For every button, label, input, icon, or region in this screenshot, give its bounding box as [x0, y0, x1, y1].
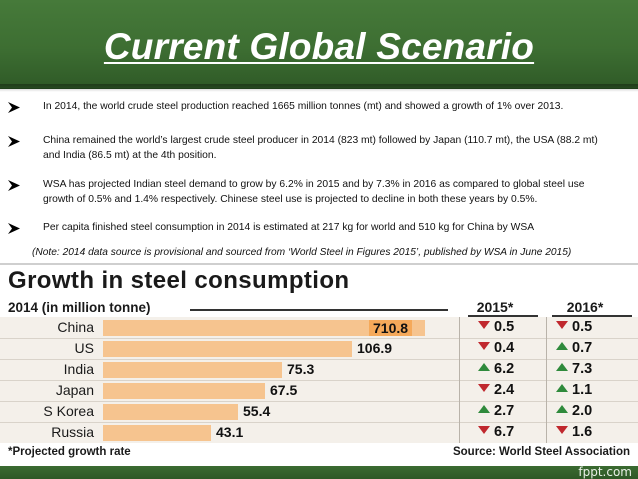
title-banner-shadow	[0, 84, 638, 92]
growth-rate-cell: 2.7	[478, 401, 556, 422]
consumption-value: 43.1	[216, 424, 244, 440]
consumption-value: 106.9	[357, 340, 393, 356]
growth-rate-cell: 6.2	[478, 359, 556, 380]
growth-rate-value: 0.7	[572, 340, 593, 356]
header-rule	[190, 309, 448, 311]
growth-rate-value: 0.4	[494, 340, 515, 356]
title-banner	[0, 0, 638, 89]
footer-band	[0, 466, 638, 479]
growth-rate-value: 1.1	[572, 382, 593, 398]
table-row: Japan 67.5 2.4 1.1	[0, 380, 638, 401]
up-triangle-icon	[556, 405, 568, 413]
consumption-value: 67.5	[270, 382, 298, 398]
growth-rate-cell: 2.0	[556, 401, 634, 422]
up-triangle-icon	[556, 363, 568, 371]
slide-title: Current Global Scenario	[103, 26, 535, 67]
down-triangle-icon	[478, 321, 490, 329]
country-label: S Korea	[43, 403, 94, 419]
table-row: China 710.8 0.5 0.5	[0, 317, 638, 338]
consumption-bar	[103, 362, 282, 378]
growth-rate-value: 6.7	[494, 424, 515, 440]
arrow-bullet-icon	[8, 136, 20, 147]
consumption-value: 75.3	[287, 361, 315, 377]
bullet-text: Per capita finished steel consumption in…	[43, 222, 535, 233]
consumption-bar	[103, 425, 211, 441]
growth-rate-value: 2.7	[494, 403, 515, 419]
consumption-bar	[103, 404, 238, 420]
country-label: Russia	[51, 424, 94, 440]
growth-rate-cell: 0.5	[556, 317, 634, 338]
growth-rate-value: 6.2	[494, 361, 515, 377]
up-triangle-icon	[478, 405, 490, 413]
header-rule	[552, 315, 632, 317]
bullet-text: WSA has projected Indian steel demand to…	[43, 179, 585, 205]
table-title: Growth in steel consumption	[8, 267, 350, 294]
column-header-2015: 2015*	[476, 299, 514, 315]
arrow-bullet-icon	[8, 180, 20, 191]
down-triangle-icon	[556, 321, 568, 329]
growth-rate-value: 0.5	[494, 319, 515, 335]
steel-consumption-table: Growth in steel consumption 2014 (in mil…	[0, 263, 638, 468]
up-triangle-icon	[556, 384, 568, 392]
growth-rate-cell: 6.7	[478, 422, 556, 443]
source-note: (Note: 2014 data source is provisional a…	[32, 247, 572, 258]
row-divider	[0, 338, 638, 339]
watermark: fppt.com	[578, 465, 632, 479]
table-subtitle: 2014 (in million tonne)	[8, 300, 151, 315]
row-divider	[0, 422, 638, 423]
consumption-bar	[103, 320, 425, 336]
down-triangle-icon	[556, 426, 568, 434]
row-divider	[0, 359, 638, 360]
growth-rate-cell: 0.7	[556, 338, 634, 359]
growth-rate-value: 2.4	[494, 382, 515, 398]
table-source: Source: World Steel Association	[452, 446, 630, 458]
table-row: S Korea 55.4 2.7 2.0	[0, 401, 638, 422]
down-triangle-icon	[478, 426, 490, 434]
header-rule	[468, 315, 538, 317]
growth-rate-value: 2.0	[572, 403, 593, 419]
growth-rate-cell: 0.4	[478, 338, 556, 359]
growth-rate-value: 0.5	[572, 319, 593, 335]
row-divider	[0, 380, 638, 381]
down-triangle-icon	[478, 342, 490, 350]
growth-rate-cell: 1.1	[556, 380, 634, 401]
column-divider	[459, 317, 460, 443]
table-row: US 106.9 0.4 0.7	[0, 338, 638, 359]
growth-rate-value: 1.6	[572, 424, 593, 440]
growth-rate-value: 7.3	[572, 361, 593, 377]
table-footnote: *Projected growth rate	[8, 446, 131, 458]
growth-rate-cell: 0.5	[478, 317, 556, 338]
bullet-text: In 2014, the world crude steel productio…	[43, 101, 564, 112]
country-label: China	[57, 319, 94, 335]
growth-rate-cell: 7.3	[556, 359, 634, 380]
growth-rate-cell: 2.4	[478, 380, 556, 401]
row-divider	[0, 401, 638, 402]
down-triangle-icon	[478, 384, 490, 392]
country-label: India	[63, 361, 94, 377]
country-label: Japan	[55, 382, 94, 398]
consumption-bar	[103, 341, 352, 357]
consumption-value: 710.8	[369, 320, 413, 336]
table-row: Russia 43.1 6.7 1.6	[0, 422, 638, 443]
consumption-value: 55.4	[243, 403, 271, 419]
column-header-2016: 2016*	[566, 299, 604, 315]
consumption-bar	[103, 383, 265, 399]
arrow-bullet-icon	[8, 223, 20, 234]
column-divider	[546, 317, 547, 443]
up-triangle-icon	[478, 363, 490, 371]
up-triangle-icon	[556, 342, 568, 350]
arrow-bullet-icon	[8, 102, 20, 113]
table-body: China 710.8 0.5 0.5 US 106.9 0.4 0.7 India 75.3 6.…	[0, 317, 638, 443]
table-row: India 75.3 6.2 7.3	[0, 359, 638, 380]
growth-rate-cell: 1.6	[556, 422, 634, 443]
country-label: US	[74, 340, 94, 356]
bullet-text: China remained the world’s largest crude…	[43, 135, 598, 161]
